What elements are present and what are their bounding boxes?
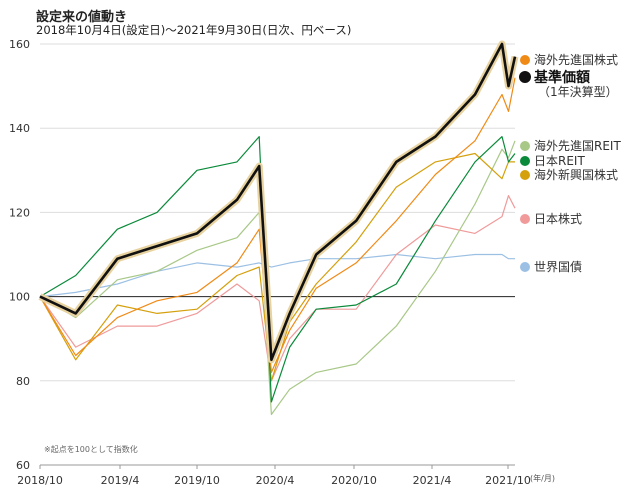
y-tick-label: 100 [9,291,30,304]
x-tick-label: 2020/10 [331,474,377,487]
y-tick-label: 140 [9,122,30,135]
y-axis-ticks: 60 80 100 120 140 160 [9,38,30,472]
y-tick-label: 160 [9,38,30,51]
legend-label-jp-reit: 日本REIT [534,154,585,168]
legend-marker-jp-equity [520,214,530,224]
x-tick-label: 2021/4 [413,474,452,487]
legend: 基準価額（1年決算型） 海外先進国株式海外先進国REIT日本REIT海外新興国株式… [519,52,621,274]
legend-label-dev-equity: 海外先進国株式 [534,52,618,67]
x-tick-label: 2020/4 [256,474,295,487]
legend-label-dev-reit: 海外先進国REIT [534,138,621,153]
series-world-bond-line [39,253,515,298]
series-jp-reit-line [39,136,516,403]
series-lines [38,40,519,416]
legend-sublabel-fund: （1年決算型） [538,84,618,99]
series-jp-equity-line [39,195,516,382]
y-tick-label: 80 [16,375,30,388]
legend-label-fund: 基準価額 [534,69,590,86]
legend-label-em-equity: 海外新興国株式 [534,167,618,182]
legend-marker-fund [519,71,531,83]
x-tick-label: 2019/10 [174,474,220,487]
x-axis-ticks: 2018/10 2019/4 2019/10 2020/4 2020/10 2021/4 2… [17,464,531,487]
chart-subtitle: 2018年10月4日(設定日)～2021年9月30日(日次、円ベース) [36,23,352,37]
legend-marker-world-bond [520,262,530,272]
x-tick-label: 2019/4 [101,474,140,487]
legend-label-jp-equity: 日本株式 [534,211,582,226]
y-tick-label: 120 [9,206,30,219]
grid-lines [40,43,515,466]
y-tick-label: 60 [16,459,30,472]
legend-label-world-bond: 世界国債 [534,259,582,274]
series-dev-reit-line [39,140,516,416]
x-tick-label: 2021/10 [485,474,531,487]
x-tick-label: 2018/10 [17,474,63,487]
series-dev-equity-line [39,77,516,373]
chart-title: 設定来の値動き [36,10,128,25]
legend-marker-dev-equity [520,55,530,65]
legend-marker-dev-reit [520,141,530,151]
legend-marker-em-equity [520,170,530,180]
legend-marker-jp-reit [520,156,530,166]
index-note: ※起点を100として指数化 [44,444,138,454]
series-fund-line [39,42,517,362]
x-axis-unit-label: (年/月) [530,473,555,483]
